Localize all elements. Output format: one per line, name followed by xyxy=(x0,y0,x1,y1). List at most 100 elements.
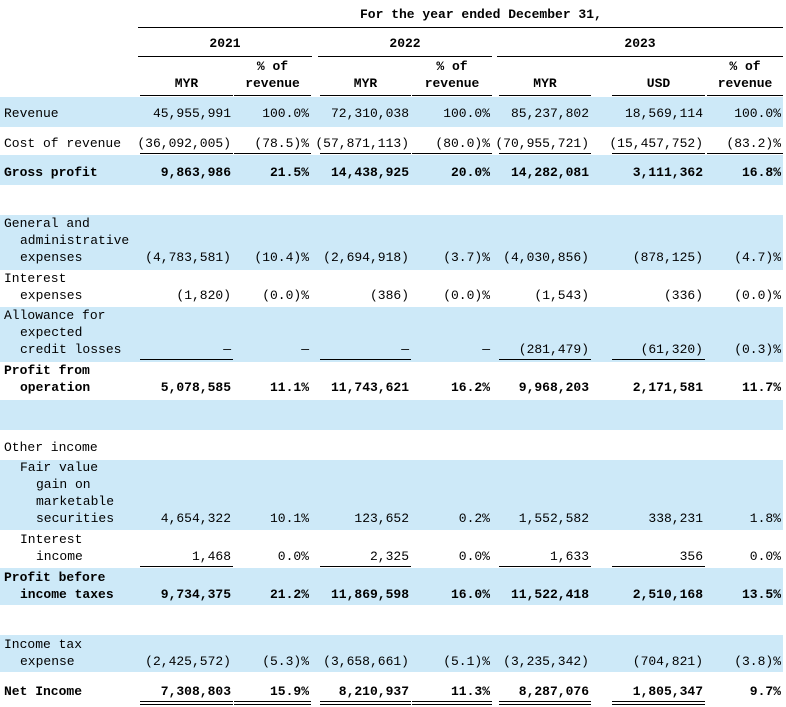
cell-value: 72,310,038 xyxy=(330,106,409,121)
row-label: Net Income xyxy=(4,684,83,699)
cell-value: (3,658,661) xyxy=(323,654,409,669)
rule xyxy=(499,566,591,567)
rule xyxy=(140,704,233,705)
cell-value: 11,869,598 xyxy=(330,587,409,602)
row-label: securities xyxy=(36,511,115,526)
cell-value: 85,237,802 xyxy=(510,106,589,121)
cell-value: (3.8)% xyxy=(734,654,781,669)
column-header: revenue xyxy=(717,76,773,91)
rule xyxy=(320,153,411,154)
rule xyxy=(612,704,705,705)
row-label: Interest xyxy=(20,532,83,547)
cell-value: 11.3% xyxy=(450,684,490,699)
cell-value: 21.5% xyxy=(269,165,309,180)
rule xyxy=(140,95,233,96)
cell-value: 100.0% xyxy=(443,106,490,121)
column-header: MYR xyxy=(174,76,199,91)
cell-value: 4,654,322 xyxy=(160,511,231,526)
column-header: MYR xyxy=(353,76,378,91)
rule xyxy=(499,704,591,705)
cell-value: 0.2% xyxy=(458,511,490,526)
cell-value: 5,078,585 xyxy=(160,380,231,395)
cell-value: 1,552,582 xyxy=(518,511,589,526)
column-header: % of xyxy=(256,59,289,74)
row-label: Cost of revenue xyxy=(4,136,122,151)
cell-value: (1,543) xyxy=(534,288,589,303)
rule xyxy=(499,95,591,96)
rule xyxy=(612,95,705,96)
row-label: Revenue xyxy=(4,106,59,121)
cell-value: 100.0% xyxy=(734,106,781,121)
cell-value: 15.9% xyxy=(269,684,309,699)
row-label: expense xyxy=(20,654,75,669)
rule xyxy=(320,566,411,567)
row-label: marketable xyxy=(36,494,115,509)
rule xyxy=(412,153,492,154)
cell-value: 16.0% xyxy=(450,587,490,602)
cell-value: (61,320) xyxy=(640,342,703,357)
rule xyxy=(612,566,705,567)
column-header: MYR xyxy=(533,76,557,91)
row-label: Profit before xyxy=(4,570,106,585)
rule xyxy=(412,704,492,705)
cell-value: 3,111,362 xyxy=(632,165,703,180)
rule xyxy=(140,153,233,154)
cell-value: (704,821) xyxy=(632,654,703,669)
row-band xyxy=(0,635,783,672)
rule xyxy=(412,701,492,702)
row-label: General and xyxy=(4,216,90,231)
cell-value: 2,171,581 xyxy=(632,380,703,395)
cell-value: 11,743,621 xyxy=(330,380,409,395)
rule xyxy=(140,566,233,567)
row-label: Income tax xyxy=(4,637,83,652)
cell-value: 1.8% xyxy=(749,511,781,526)
cell-value: 21.2% xyxy=(269,587,309,602)
column-header: USD xyxy=(646,76,671,91)
cell-value: (15,457,752) xyxy=(609,136,703,151)
row-label: gain on xyxy=(36,477,91,492)
cell-value: (2,694,918) xyxy=(323,250,409,265)
row-band xyxy=(0,215,783,270)
cell-value: 9,734,375 xyxy=(160,587,231,602)
row-label: income xyxy=(36,549,83,564)
cell-value: — xyxy=(482,342,490,357)
rule xyxy=(234,153,311,154)
cell-value: (1,820) xyxy=(176,288,231,303)
year-header: 2023 xyxy=(624,36,656,51)
cell-value: — xyxy=(223,342,231,357)
cell-value: 9,968,203 xyxy=(518,380,589,395)
cell-value: 0.0% xyxy=(458,549,490,564)
row-band xyxy=(0,460,783,530)
rule xyxy=(499,701,591,702)
cell-value: 1,633 xyxy=(549,549,589,564)
row-label: income taxes xyxy=(20,587,114,602)
column-header: revenue xyxy=(245,76,300,91)
cell-value: (57,871,113) xyxy=(315,136,409,151)
cell-value: (5.3)% xyxy=(262,654,309,669)
column-header: revenue xyxy=(424,76,480,91)
rule xyxy=(612,153,705,154)
rule xyxy=(612,359,705,360)
cell-value: 11.1% xyxy=(269,380,309,395)
cell-value: 123,652 xyxy=(354,511,409,526)
row-band xyxy=(0,307,783,362)
cell-value: 1,805,347 xyxy=(632,684,703,699)
year-header: 2022 xyxy=(389,36,421,51)
cell-value: 9,863,986 xyxy=(160,165,231,180)
row-label: expected xyxy=(20,325,83,340)
rule xyxy=(234,95,311,96)
cell-value: (10.4)% xyxy=(254,250,309,265)
cell-value: 2,325 xyxy=(369,549,409,564)
cell-value: 10.1% xyxy=(269,511,309,526)
rule xyxy=(234,701,311,702)
cell-value: 14,282,081 xyxy=(510,165,589,180)
cell-value: 13.5% xyxy=(741,587,781,602)
cell-value: 8,287,076 xyxy=(518,684,589,699)
rule xyxy=(707,153,783,154)
cell-value: (0.0)% xyxy=(443,288,490,303)
cell-value: 20.0% xyxy=(450,165,490,180)
rule xyxy=(318,56,492,57)
rule xyxy=(138,27,783,28)
rule xyxy=(320,701,411,702)
cell-value: 18,569,114 xyxy=(624,106,703,121)
